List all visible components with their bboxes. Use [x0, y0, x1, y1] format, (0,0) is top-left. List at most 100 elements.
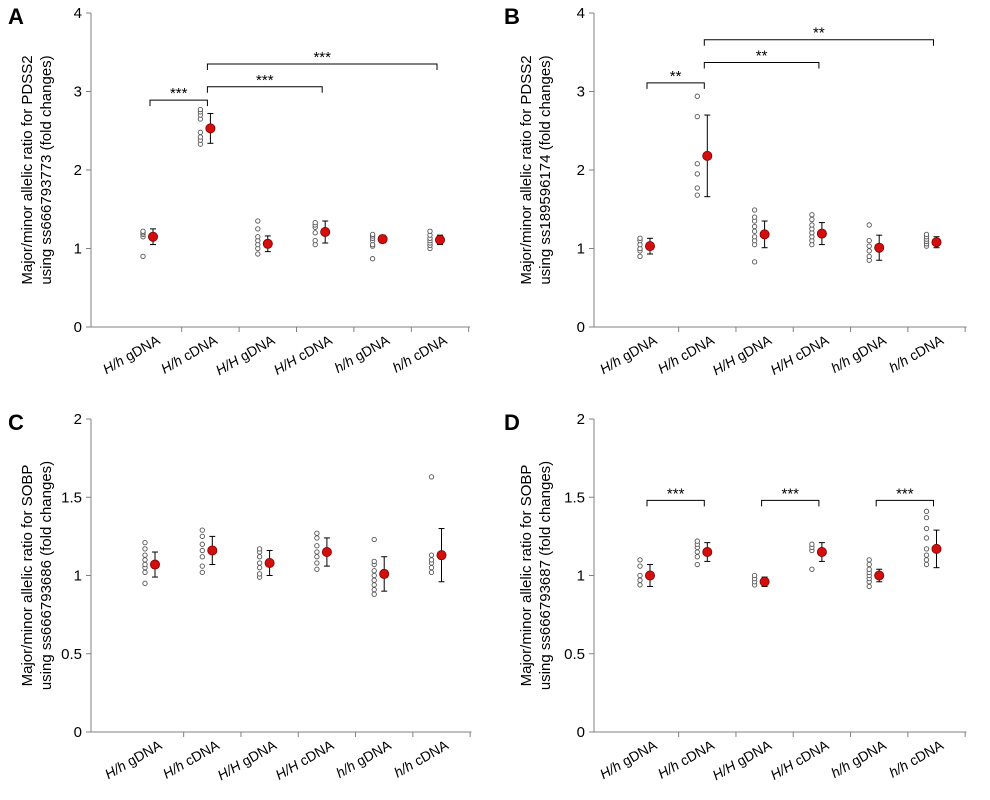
mean-marker: [702, 547, 713, 558]
mean-marker: [759, 576, 770, 587]
y-axis-label-line: Major/minor allelic ratio for PDSS2: [518, 55, 535, 284]
data-point: [142, 580, 148, 586]
category-label: H/h gDNA: [100, 331, 163, 377]
data-point: [866, 557, 872, 563]
y-tick-label: 0: [74, 724, 82, 741]
data-point: [809, 216, 815, 223]
sample-type: cDNA: [179, 736, 223, 770]
data-point: [637, 557, 643, 563]
y-axis-label: Major/minor allelic ratio for SOBP using …: [19, 461, 55, 690]
data-point: [751, 223, 758, 230]
sample-type: gDNA: [348, 331, 392, 366]
sample-type: cDNA: [788, 331, 832, 365]
y-axis-label-line: using ss666793773 (fold changes): [38, 55, 55, 284]
category-label: H/H gDNA: [709, 736, 774, 783]
category-label: H/h cDNA: [655, 331, 717, 376]
data-point: [428, 565, 435, 571]
category-label: H/H cDNA: [767, 331, 831, 377]
y-tick-label: 1: [577, 241, 585, 258]
data-point: [142, 557, 148, 563]
data-point: [866, 561, 872, 568]
data-point: [312, 219, 318, 226]
category-label: H/h cDNA: [158, 331, 220, 376]
y-tick-label: 0.5: [61, 646, 82, 663]
significance-bracket: [703, 61, 820, 69]
significance-label: ***: [256, 72, 274, 89]
mean-marker: [205, 123, 216, 134]
data-point: [637, 235, 643, 241]
data-point: [256, 546, 263, 552]
y-tick-label: 0.5: [564, 646, 585, 663]
category-label: h/h cDNA: [886, 736, 946, 780]
category-label: H/h gDNA: [102, 736, 165, 782]
data-point: [199, 541, 205, 547]
data-point: [369, 256, 376, 262]
data-point: [694, 113, 700, 120]
sample-type: gDNA: [119, 331, 163, 366]
data-point: [255, 226, 261, 232]
data-point: [637, 572, 643, 579]
sample-type: gDNA: [121, 736, 165, 771]
mean-marker: [321, 547, 332, 558]
data-point: [923, 535, 930, 541]
y-axis-label: Major/minor allelic ratio for PDSS2 using…: [19, 55, 55, 284]
data-point: [428, 557, 435, 563]
data-point: [255, 251, 261, 257]
category-label: H/H gDNA: [213, 331, 278, 378]
y-tick-label: 3: [577, 84, 585, 101]
mean-marker: [262, 238, 273, 249]
sample-type: gDNA: [235, 736, 279, 771]
significance-label: **: [756, 47, 768, 64]
y-axis-label-line: Major/minor allelic ratio for SOBP: [19, 465, 36, 687]
mean-marker: [436, 550, 447, 561]
data-point: [199, 563, 205, 569]
mean-marker: [874, 242, 885, 253]
data-point: [312, 237, 318, 244]
data-point: [866, 566, 872, 572]
category-label: h/h cDNA: [391, 736, 451, 780]
data-point: [751, 259, 758, 265]
y-axis-label-line: Major/minor allelic ratio for PDSS2: [19, 55, 36, 284]
category-label: H/H gDNA: [709, 331, 774, 378]
data-point: [371, 572, 377, 579]
mean-marker: [702, 150, 713, 161]
data-point: [371, 586, 377, 593]
sample-type: cDNA: [903, 331, 947, 365]
data-point: [923, 508, 930, 514]
data-point: [371, 577, 377, 583]
y-tick-label: 1.5: [61, 489, 82, 506]
data-point: [312, 230, 318, 236]
sample-type: cDNA: [292, 331, 336, 365]
data-point: [371, 582, 377, 588]
category-label: h/h gDNA: [333, 736, 394, 781]
data-point: [866, 222, 872, 228]
y-axis-label-line: Major/minor allelic ratio for SOBP: [518, 465, 535, 687]
significance-bracket: [206, 86, 323, 93]
data-point: [199, 527, 205, 533]
sample-type: cDNA: [406, 331, 450, 365]
data-point: [314, 543, 320, 549]
significance-bracket: [206, 63, 438, 71]
data-point: [142, 561, 148, 568]
significance-label: ***: [313, 49, 331, 66]
panel-letter: D: [504, 410, 520, 435]
sample-type: cDNA: [674, 331, 718, 365]
y-tick-label: 4: [74, 5, 82, 22]
y-axis-label: Major/minor allelic ratio for PDSS2 using…: [518, 55, 554, 284]
data-point: [142, 552, 148, 558]
data-point: [314, 566, 320, 572]
category-label: H/h cDNA: [655, 736, 717, 781]
data-point: [428, 569, 435, 576]
significance-label: **: [670, 68, 682, 85]
y-tick-label: 3: [74, 84, 82, 101]
mean-marker: [147, 231, 158, 242]
y-tick-label: 2: [577, 411, 585, 428]
category-label: H/h gDNA: [597, 736, 660, 782]
data-point: [314, 530, 320, 536]
mean-marker: [645, 241, 656, 252]
panel-letter: C: [8, 410, 24, 435]
data-point: [140, 253, 146, 260]
data-point: [371, 536, 377, 543]
category-label: h/h gDNA: [828, 331, 889, 376]
